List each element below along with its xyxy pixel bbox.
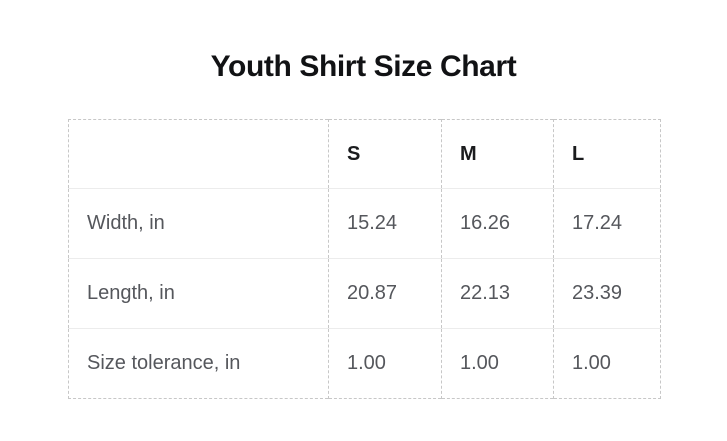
table-row: Size tolerance, in 1.00 1.00 1.00 xyxy=(68,328,661,399)
row-label-size-tolerance: Size tolerance, in xyxy=(68,328,329,399)
tolerance-value-s: 1.00 xyxy=(328,328,442,399)
header-cell-size-s: S xyxy=(328,119,442,189)
length-value-m: 22.13 xyxy=(441,258,554,329)
row-label-length: Length, in xyxy=(68,258,329,329)
header-cell-size-m: M xyxy=(441,119,554,189)
table-row: Length, in 20.87 22.13 23.39 xyxy=(68,258,661,329)
width-value-l: 17.24 xyxy=(553,188,661,259)
tolerance-value-m: 1.00 xyxy=(441,328,554,399)
header-cell-empty xyxy=(69,120,329,189)
header-cell-size-l: L xyxy=(553,119,661,189)
width-value-m: 16.26 xyxy=(441,188,554,259)
header-row: S M L xyxy=(69,119,661,189)
tolerance-value-l: 1.00 xyxy=(553,328,661,399)
row-label-width: Width, in xyxy=(68,188,329,259)
size-chart-table: S M L Width, in 15.24 16.26 17.24 Length… xyxy=(68,119,661,399)
page-title: Youth Shirt Size Chart xyxy=(210,50,517,83)
width-value-s: 15.24 xyxy=(328,188,442,259)
length-value-l: 23.39 xyxy=(553,258,661,329)
length-value-s: 20.87 xyxy=(328,258,442,329)
table-row: Width, in 15.24 16.26 17.24 xyxy=(68,188,661,259)
